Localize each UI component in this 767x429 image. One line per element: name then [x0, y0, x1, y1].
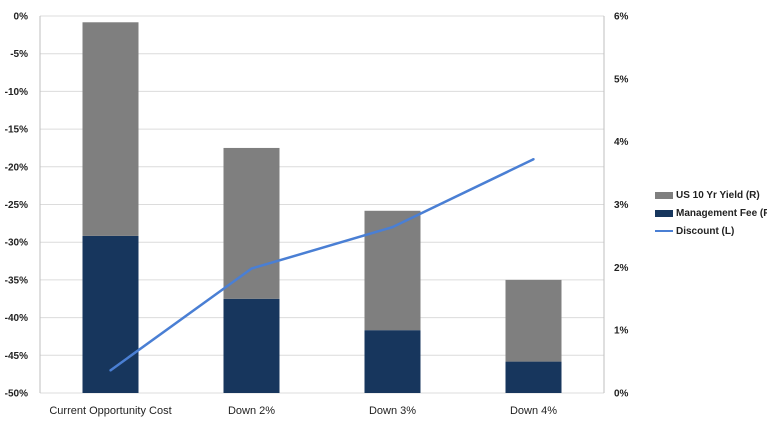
- bar-management-fee: [505, 361, 562, 393]
- left-tick-label: -20%: [5, 162, 28, 173]
- legend-label-us10yr: US 10 Yr Yield (R): [676, 189, 760, 201]
- left-tick-label: -35%: [5, 275, 28, 286]
- bar-management-fee: [364, 330, 421, 393]
- category-label: Current Opportunity Cost: [49, 405, 171, 417]
- left-tick-label: -10%: [5, 87, 28, 98]
- right-tick-label: 5%: [614, 74, 629, 85]
- left-tick-label: -50%: [5, 389, 28, 400]
- discount-point: [532, 158, 535, 161]
- left-tick-label: 0%: [14, 12, 29, 23]
- legend-item-discount: Discount (L): [655, 222, 767, 240]
- right-tick-label: 2%: [614, 263, 629, 274]
- legend-item-us10yr: US 10 Yr Yield (R): [655, 186, 767, 204]
- legend: US 10 Yr Yield (R) Management Fee (R) Di…: [655, 186, 767, 240]
- legend-swatch-discount: [655, 230, 673, 232]
- left-tick-label: -25%: [5, 200, 28, 211]
- bar-us10yr-yield: [505, 279, 562, 362]
- right-tick-label: 4%: [614, 137, 629, 148]
- category-label: Down 3%: [369, 405, 416, 417]
- left-tick-label: -45%: [5, 351, 28, 362]
- legend-swatch-mgmt-fee: [655, 209, 673, 217]
- discount-point: [109, 369, 112, 372]
- bar-management-fee: [82, 235, 139, 393]
- category-label: Down 4%: [510, 405, 557, 417]
- discount-line: [109, 158, 535, 372]
- right-tick-label: 6%: [614, 12, 629, 23]
- left-tick-label: -5%: [10, 49, 28, 60]
- discount-point: [250, 267, 253, 270]
- right-tick-label: 3%: [614, 200, 629, 211]
- left-tick-label: -40%: [5, 313, 28, 324]
- right-tick-label: 0%: [614, 389, 629, 400]
- legend-label-discount: Discount (L): [676, 225, 735, 237]
- left-tick-label: -30%: [5, 238, 28, 249]
- left-tick-label: -15%: [5, 125, 28, 136]
- bar-us10yr-yield: [223, 147, 280, 299]
- category-label: Down 2%: [228, 405, 275, 417]
- bar-us10yr-yield: [82, 22, 139, 236]
- bar-management-fee: [223, 298, 280, 393]
- legend-label-mgmt-fee: Management Fee (R): [676, 207, 767, 219]
- bar-us10yr-yield: [364, 210, 421, 331]
- legend-item-mgmt-fee: Management Fee (R): [655, 204, 767, 222]
- right-tick-label: 1%: [614, 326, 629, 337]
- legend-swatch-us10yr: [655, 191, 673, 199]
- discount-point: [391, 225, 394, 229]
